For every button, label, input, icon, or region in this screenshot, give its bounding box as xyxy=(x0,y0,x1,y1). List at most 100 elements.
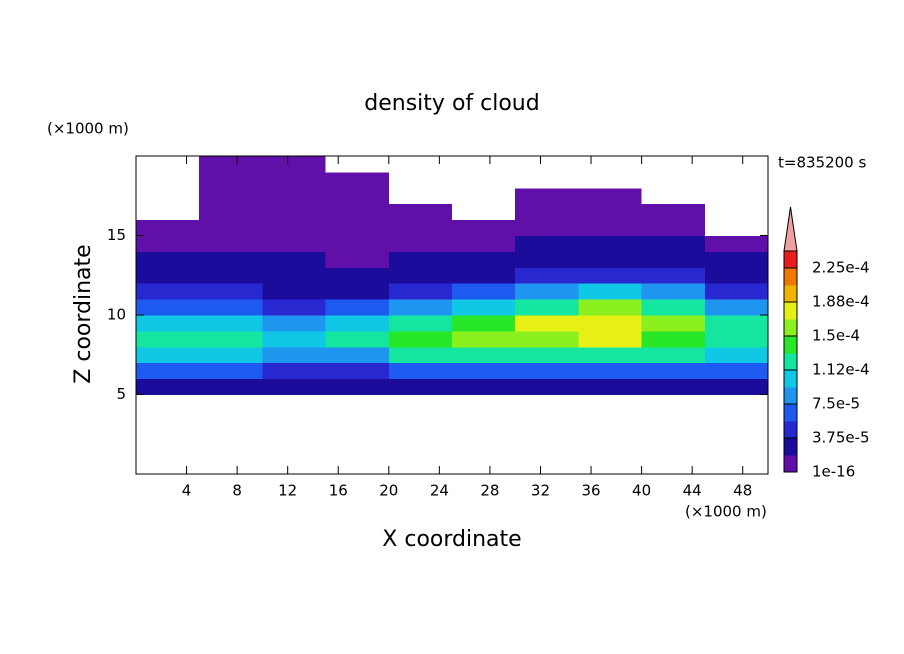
cell xyxy=(136,442,200,459)
cell xyxy=(704,171,769,189)
cell xyxy=(578,394,643,411)
cell xyxy=(262,171,327,189)
cell xyxy=(199,299,263,316)
cell xyxy=(388,235,453,252)
cell xyxy=(325,346,390,364)
cell xyxy=(704,203,769,221)
cell xyxy=(515,378,579,395)
cell xyxy=(325,267,390,284)
cell xyxy=(262,362,327,380)
cell xyxy=(515,283,579,300)
cell xyxy=(136,187,200,205)
cell xyxy=(704,267,769,284)
cell xyxy=(262,315,327,332)
cell xyxy=(515,187,579,205)
cell xyxy=(262,346,327,364)
cell xyxy=(641,187,706,205)
cell xyxy=(578,426,643,443)
cell xyxy=(325,330,390,348)
cell xyxy=(136,219,200,236)
cell xyxy=(136,346,200,364)
cell xyxy=(452,458,516,475)
cell xyxy=(199,362,263,380)
cell xyxy=(388,442,453,459)
cell xyxy=(641,156,706,173)
cell xyxy=(388,299,453,316)
cell xyxy=(452,187,516,205)
cell xyxy=(641,410,706,427)
x-tick-label: 36 xyxy=(581,482,600,500)
x-tick-label: 20 xyxy=(379,482,398,500)
cell xyxy=(704,346,769,364)
cell xyxy=(262,426,327,443)
cell xyxy=(641,235,706,252)
cell xyxy=(325,203,390,221)
cell xyxy=(136,267,200,284)
x-unit: (×1000 m) xyxy=(685,503,767,521)
cell xyxy=(136,171,200,189)
cell xyxy=(704,378,769,395)
cell xyxy=(578,299,643,316)
colorbar-over xyxy=(783,206,798,252)
colorbar-band xyxy=(784,251,797,269)
colorbar-band xyxy=(784,455,797,473)
cell xyxy=(136,330,200,348)
cell xyxy=(515,426,579,443)
cell xyxy=(136,315,200,332)
cell xyxy=(515,394,579,411)
cell xyxy=(704,362,769,380)
colorbar-tick-label: 1.5e-4 xyxy=(812,327,860,345)
cell xyxy=(704,410,769,427)
cell xyxy=(704,219,769,236)
x-tick-label: 12 xyxy=(278,482,297,500)
cell xyxy=(515,299,579,316)
y-tick-label: 15 xyxy=(107,226,126,244)
cell xyxy=(452,267,516,284)
cell xyxy=(199,330,263,348)
cell xyxy=(388,187,453,205)
cell xyxy=(515,251,579,268)
cell xyxy=(515,346,579,364)
cell xyxy=(388,219,453,236)
cell xyxy=(388,315,453,332)
cell xyxy=(325,378,390,395)
cell xyxy=(388,458,453,475)
cell xyxy=(388,283,453,300)
cell xyxy=(262,394,327,411)
colorbar-tick-label: 2.25e-4 xyxy=(812,259,870,277)
cell xyxy=(452,330,516,348)
cell xyxy=(578,203,643,221)
cell xyxy=(452,442,516,459)
cell xyxy=(704,330,769,348)
cell xyxy=(641,330,706,348)
cell xyxy=(199,442,263,459)
cell xyxy=(262,458,327,475)
cell xyxy=(641,219,706,236)
cell xyxy=(136,283,200,300)
cell xyxy=(262,330,327,348)
cell xyxy=(388,362,453,380)
cell xyxy=(578,330,643,348)
cell xyxy=(325,251,390,268)
cell xyxy=(325,235,390,252)
cell xyxy=(388,394,453,411)
cell xyxy=(704,299,769,316)
cell xyxy=(325,410,390,427)
y-tick-label: 10 xyxy=(107,306,126,324)
cell xyxy=(452,426,516,443)
cell xyxy=(452,219,516,236)
cell xyxy=(199,346,263,364)
cell xyxy=(452,378,516,395)
cell xyxy=(388,203,453,221)
cell xyxy=(325,299,390,316)
cell xyxy=(325,219,390,236)
cell xyxy=(641,394,706,411)
cell xyxy=(452,251,516,268)
cell xyxy=(641,362,706,380)
cell xyxy=(262,203,327,221)
cell xyxy=(704,458,769,475)
cell xyxy=(199,251,263,268)
cell xyxy=(578,283,643,300)
cell xyxy=(578,171,643,189)
colorbar-tick-label: 1.88e-4 xyxy=(812,293,870,311)
